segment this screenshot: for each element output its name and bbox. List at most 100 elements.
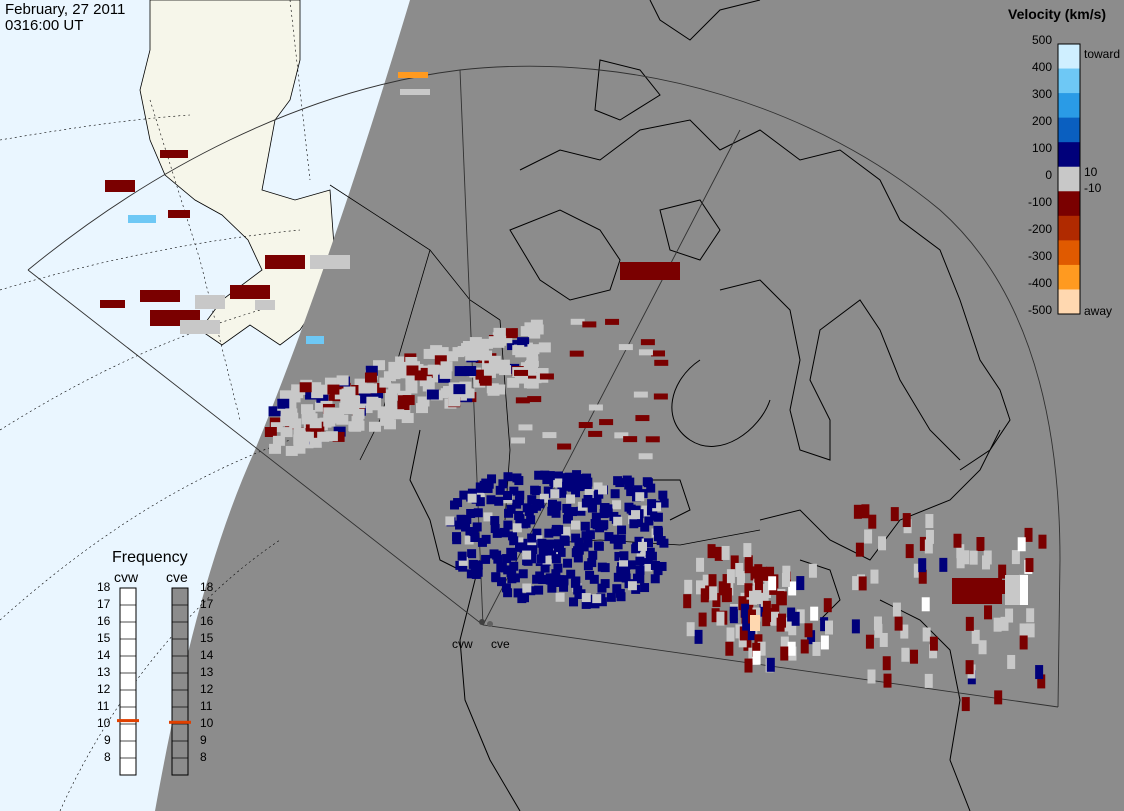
- scatter-cell: [768, 576, 777, 591]
- scatter-cell: [486, 495, 496, 505]
- scatter-cell: [459, 490, 469, 500]
- scatter-cell: [469, 527, 479, 537]
- scatter-cell: [284, 399, 297, 410]
- scatter-cell: [574, 545, 584, 555]
- scatter-cell: [644, 516, 654, 526]
- scatter-cell: [554, 525, 564, 535]
- scatter-cell: [514, 369, 529, 376]
- scatter-cell: [414, 370, 427, 381]
- scatter-cell: [523, 346, 538, 353]
- velocity-tick-label: 400: [1031, 60, 1052, 74]
- scatter-cell: [462, 514, 472, 524]
- scatter-cell: [498, 479, 508, 489]
- scatter-cell: [971, 629, 980, 644]
- scatter-cell: [279, 390, 292, 401]
- scatter-cell: [536, 554, 546, 564]
- velocity-tick-label: 300: [1031, 87, 1052, 101]
- scatter-cell: [787, 641, 796, 656]
- scatter-cell: [342, 404, 355, 415]
- scatter-cell: [450, 500, 460, 510]
- scatter-cell: [588, 550, 598, 560]
- frequency-tick-label: 10: [97, 716, 111, 730]
- scatter-cell: [268, 406, 281, 417]
- scatter-cell: [612, 584, 622, 594]
- frequency-tick-label: 16: [97, 614, 111, 628]
- scatter-cell: [473, 508, 483, 518]
- scatter-cell: [609, 511, 619, 521]
- scatter-cell: [686, 622, 695, 637]
- scatter-cell: [653, 393, 668, 400]
- scatter-cell: [894, 616, 903, 631]
- scatter-cell: [537, 538, 547, 548]
- scatter-cell: [534, 470, 544, 480]
- scatter-cell: [650, 574, 660, 584]
- scatter-cell: [642, 562, 652, 572]
- scatter-cell: [500, 333, 513, 344]
- scatter-cell: [524, 360, 539, 367]
- scatter-cell: [492, 528, 502, 538]
- scatter-cell: [405, 383, 418, 394]
- scatter-cell: [277, 398, 290, 409]
- scatter-cell: [454, 366, 467, 377]
- scatter-cell: [745, 625, 754, 640]
- scatter-cell: [620, 262, 680, 280]
- scatter-cell: [547, 499, 557, 509]
- scatter-cell: [528, 328, 541, 339]
- scatter-cell: [953, 533, 962, 548]
- scatter-cell: [635, 492, 645, 502]
- scatter-cell: [635, 574, 645, 584]
- scatter-cell: [1019, 635, 1028, 650]
- scatter-cell: [352, 420, 365, 431]
- scatter-cell: [293, 443, 306, 454]
- frequency-tick-label: 11: [200, 699, 213, 713]
- scatter-cell: [735, 562, 744, 577]
- scatter-cell: [645, 436, 660, 443]
- scatter-cell: [741, 603, 750, 618]
- scatter-cell: [457, 551, 467, 561]
- scatter-cell: [458, 556, 468, 566]
- scatter-cells: [100, 72, 1047, 712]
- scatter-cell: [1005, 608, 1014, 623]
- scatter-cell: [480, 338, 493, 349]
- scatter-cell: [868, 514, 877, 529]
- frequency-tick-label: 9: [104, 733, 111, 747]
- scatter-cell: [753, 590, 762, 605]
- scatter-cell: [584, 489, 594, 499]
- scatter-cell: [128, 215, 156, 223]
- scatter-cell: [503, 520, 513, 530]
- scatter-cell: [588, 404, 603, 411]
- scatter-cell: [461, 522, 471, 532]
- scatter-cell: [998, 564, 1007, 579]
- scatter-cell: [729, 609, 738, 624]
- scatter-cell: [308, 431, 321, 442]
- scatter-cell: [365, 383, 378, 394]
- scatter-cell: [571, 488, 581, 498]
- scatter-cell: [272, 435, 285, 446]
- scatter-cell: [488, 355, 501, 366]
- scatter-cell: [180, 320, 220, 334]
- scatter-cell: [858, 576, 867, 591]
- scatter-cell: [423, 348, 436, 359]
- velocity-tick-label: -200: [1027, 222, 1052, 236]
- scatter-cell: [299, 382, 312, 393]
- scatter-cell: [563, 511, 573, 521]
- scatter-cell: [504, 508, 514, 518]
- radar-site-marker: [487, 621, 493, 627]
- scatter-cell: [524, 372, 537, 383]
- scatter-cell: [440, 361, 453, 372]
- frequency-bars: [117, 587, 191, 776]
- scatter-cell: [754, 634, 763, 649]
- scatter-cell: [623, 436, 638, 443]
- scatter-cell: [385, 406, 398, 417]
- scatter-cell: [874, 623, 883, 638]
- scatter-cell: [332, 412, 345, 423]
- frequency-tick-label: 9: [200, 733, 207, 747]
- scatter-cell: [771, 604, 780, 619]
- scatter-cell: [140, 290, 180, 302]
- scatter-cell: [778, 613, 787, 628]
- scatter-cell: [952, 578, 1002, 604]
- scatter-cell: [514, 496, 524, 506]
- scatter-cell: [453, 384, 466, 395]
- scatter-cell: [400, 89, 430, 95]
- scatter-cell: [466, 569, 476, 579]
